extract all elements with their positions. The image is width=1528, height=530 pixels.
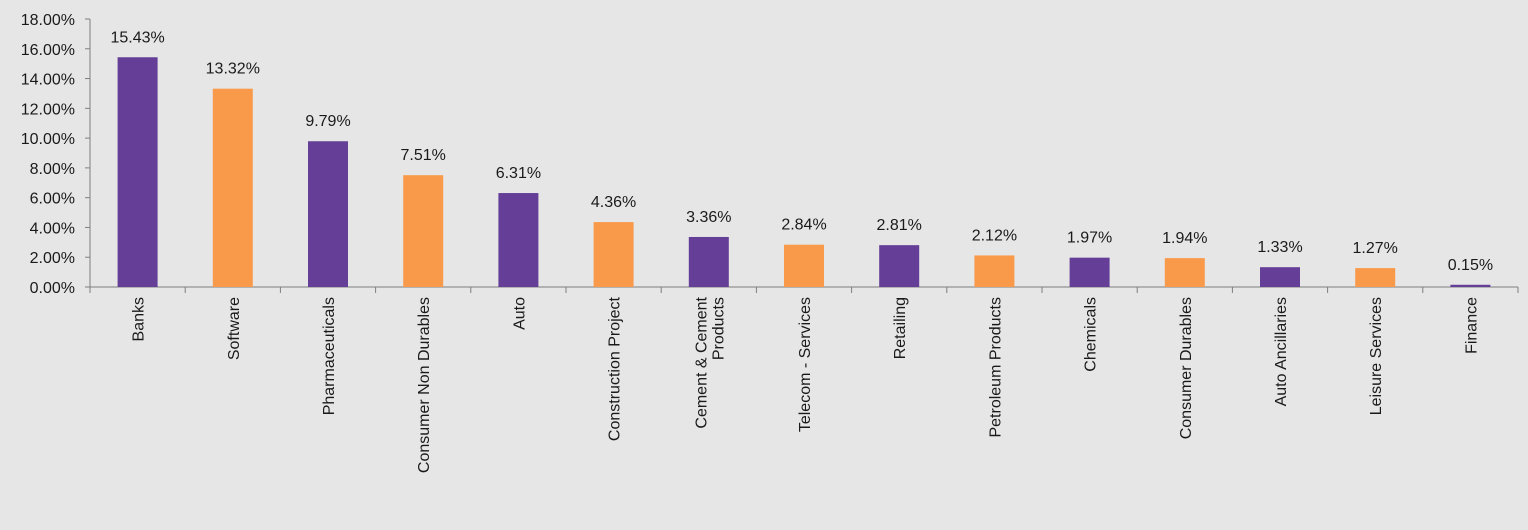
category-label: Leisure Services bbox=[1368, 297, 1385, 415]
category-label: Banks bbox=[131, 297, 148, 341]
data-label: 2.81% bbox=[877, 217, 922, 234]
y-axis: 0.00% 2.00% 4.00% 6.00% 8.00% 10.00% 12.00% 14.… bbox=[21, 12, 91, 297]
y-tick-label: 14.00% bbox=[21, 72, 75, 89]
category-label: Pharmaceuticals bbox=[321, 297, 338, 415]
data-label: 7.51% bbox=[401, 147, 446, 164]
category-label: Chemicals bbox=[1083, 297, 1100, 372]
bar bbox=[974, 255, 1015, 287]
data-label: 4.36% bbox=[591, 194, 636, 211]
bar bbox=[1164, 258, 1205, 287]
category-label-line: Petroleum Products bbox=[987, 297, 1004, 438]
category-label-line: Finance bbox=[1463, 297, 1480, 354]
category-label: Consumer Durables bbox=[1178, 297, 1195, 439]
category-label-line: Telecom - Services bbox=[797, 297, 814, 432]
bars bbox=[117, 57, 1491, 288]
bar bbox=[498, 193, 539, 287]
data-label: 2.84% bbox=[781, 217, 826, 234]
y-tick-label: 2.00% bbox=[30, 250, 75, 267]
category-label: Petroleum Products bbox=[987, 297, 1004, 438]
data-label: 1.94% bbox=[1162, 230, 1207, 247]
bar bbox=[593, 222, 634, 287]
bar bbox=[784, 244, 824, 287]
data-label: 2.12% bbox=[972, 227, 1017, 244]
data-label: 15.43% bbox=[110, 29, 164, 46]
category-label: Telecom - Services bbox=[797, 297, 814, 432]
bar bbox=[308, 141, 348, 287]
bar bbox=[688, 236, 729, 287]
category-label-line: Cement & Cement bbox=[693, 296, 710, 428]
y-tick-label: 16.00% bbox=[21, 42, 75, 59]
y-tick-label: 8.00% bbox=[30, 161, 75, 178]
category-label: Consumer Non Durables bbox=[416, 297, 433, 473]
category-label-line: Auto bbox=[511, 297, 528, 330]
category-label-line: Chemicals bbox=[1083, 297, 1100, 372]
bar bbox=[879, 245, 920, 287]
category-label-line: Retailing bbox=[892, 297, 909, 359]
category-label-line: Software bbox=[226, 297, 243, 360]
bar bbox=[1069, 257, 1110, 287]
data-label: 0.15% bbox=[1448, 257, 1493, 274]
category-label-line: Auto Ancillaries bbox=[1273, 297, 1290, 406]
data-label: 1.27% bbox=[1353, 240, 1398, 257]
category-label: Auto Ancillaries bbox=[1273, 297, 1290, 406]
category-label: Construction Project bbox=[607, 296, 624, 441]
category-label-line: Pharmaceuticals bbox=[321, 297, 338, 415]
bar bbox=[403, 175, 444, 287]
y-tick-label: 4.00% bbox=[30, 220, 75, 237]
data-label: 1.33% bbox=[1257, 239, 1302, 256]
category-label-line: Consumer Non Durables bbox=[416, 297, 433, 473]
category-label: Retailing bbox=[892, 297, 909, 359]
category-label-line: Consumer Durables bbox=[1178, 297, 1195, 439]
bar bbox=[117, 57, 158, 287]
bar bbox=[1355, 268, 1396, 287]
data-label: 1.97% bbox=[1067, 230, 1112, 247]
y-tick-label: 18.00% bbox=[21, 12, 75, 29]
y-tick-label: 10.00% bbox=[21, 131, 75, 148]
category-label-line: Construction Project bbox=[607, 296, 624, 441]
category-label: Auto bbox=[511, 297, 528, 330]
data-label: 13.32% bbox=[206, 61, 260, 78]
bar bbox=[1450, 284, 1491, 287]
y-tick-label: 12.00% bbox=[21, 101, 75, 118]
y-tick-label: 6.00% bbox=[30, 191, 75, 208]
category-label: Cement & Cement Products bbox=[693, 296, 727, 428]
data-label: 9.79% bbox=[305, 113, 350, 130]
category-label-line: Products bbox=[710, 297, 727, 360]
category-label-line: Leisure Services bbox=[1368, 297, 1385, 415]
category-label: Finance bbox=[1463, 297, 1480, 354]
data-labels: 15.43% 13.32% 9.79% 7.51% 6.31% 4.36% 3.36% 2.8… bbox=[110, 29, 1493, 274]
bar bbox=[212, 88, 253, 288]
category-labels: Banks Software Pharmaceuticals Consumer Non… bbox=[131, 296, 1481, 473]
x-axis bbox=[89, 286, 1519, 293]
data-label: 6.31% bbox=[496, 165, 541, 182]
data-label: 3.36% bbox=[686, 209, 731, 226]
bar bbox=[1260, 267, 1300, 287]
y-tick-label: 0.00% bbox=[30, 280, 75, 297]
category-label-line: Banks bbox=[131, 297, 148, 341]
category-label: Software bbox=[226, 297, 243, 360]
